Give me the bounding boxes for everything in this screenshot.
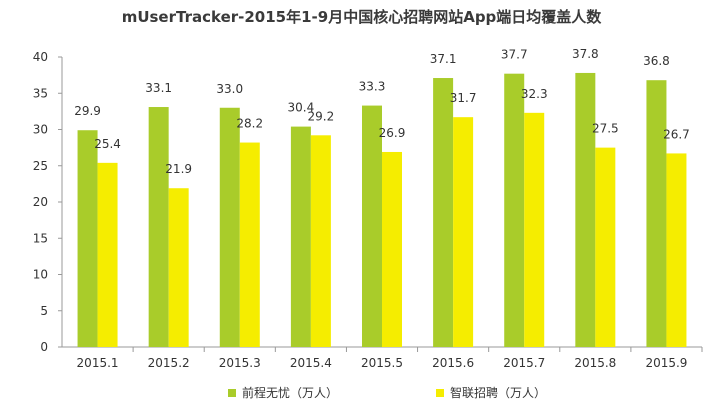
bar-1-2015.3 [239, 142, 260, 347]
bar-0-2015.2 [148, 107, 169, 348]
bar-0-2015.3 [219, 107, 240, 347]
data-label: 25.4 [94, 137, 121, 151]
data-label: 33.0 [216, 82, 243, 96]
data-label: 28.2 [236, 117, 263, 131]
bar-1-2015.1 [97, 162, 118, 347]
bar-0-2015.1 [77, 130, 98, 347]
y-tick-label: 20 [33, 195, 48, 209]
data-label: 37.1 [430, 52, 457, 66]
x-tick-label: 2015.6 [432, 356, 474, 370]
data-label: 27.5 [592, 122, 619, 136]
data-label: 21.9 [165, 162, 192, 176]
legend-label-zhilianzhaopin: 智联招聘（万人） [450, 386, 547, 400]
y-tick-label: 10 [33, 268, 48, 282]
x-tick-label: 2015.1 [77, 356, 119, 370]
bar-1-2015.6 [453, 117, 474, 347]
data-label: 30.4 [288, 101, 315, 115]
x-tick-label: 2015.5 [361, 356, 403, 370]
bar-0-2015.4 [290, 126, 311, 347]
data-label: 31.7 [450, 91, 477, 105]
data-label: 37.8 [572, 47, 599, 61]
data-label: 37.7 [501, 48, 528, 62]
y-tick-label: 15 [33, 231, 48, 245]
data-label: 33.1 [145, 81, 172, 95]
bar-0-2015.9 [646, 80, 667, 347]
data-label: 26.9 [379, 126, 406, 140]
bar-1-2015.7 [524, 112, 545, 347]
bar-1-2015.4 [310, 135, 331, 347]
x-tick-label: 2015.8 [574, 356, 616, 370]
data-label: 29.9 [74, 104, 101, 118]
legend-item-qianchengwuyou: 前程无忧（万人） [228, 384, 338, 401]
bar-1-2015.8 [595, 147, 616, 347]
bar-0-2015.7 [504, 73, 525, 348]
bar-0-2015.8 [575, 72, 596, 347]
legend-swatch-qianchengwuyou [228, 388, 236, 397]
y-tick-label: 35 [33, 86, 48, 100]
y-tick-label: 30 [33, 123, 48, 137]
chart-title: mUserTracker-2015年1-9月中国核心招聘网站App端日均覆盖人数 [121, 8, 602, 26]
y-tick-label: 25 [33, 159, 48, 173]
y-tick-label: 0 [40, 340, 48, 354]
x-tick-label: 2015.9 [645, 356, 687, 370]
data-label: 29.2 [308, 109, 335, 123]
bar-1-2015.2 [168, 188, 189, 347]
x-tick-label: 2015.7 [503, 356, 545, 370]
y-tick-label: 5 [40, 304, 48, 318]
bar-0-2015.5 [362, 105, 382, 347]
x-tick-label: 2015.2 [148, 356, 190, 370]
legend: 前程无忧（万人） 智联招聘（万人） [0, 384, 723, 400]
y-tick-label: 40 [33, 50, 48, 64]
legend-label-qianchengwuyou: 前程无忧（万人） [242, 386, 339, 400]
x-tick-label: 2015.4 [290, 356, 332, 370]
data-label: 26.7 [663, 127, 690, 141]
bar-1-2015.9 [666, 153, 687, 347]
bar-1-2015.5 [382, 151, 402, 347]
data-label: 36.8 [643, 54, 670, 68]
bar-0-2015.6 [433, 78, 454, 348]
x-tick-label: 2015.3 [219, 356, 261, 370]
legend-swatch-zhilianzhaopin [436, 388, 444, 397]
data-label: 33.3 [359, 80, 386, 94]
legend-item-zhilianzhaopin: 智联招聘（万人） [436, 384, 546, 401]
data-label: 32.3 [521, 87, 548, 101]
